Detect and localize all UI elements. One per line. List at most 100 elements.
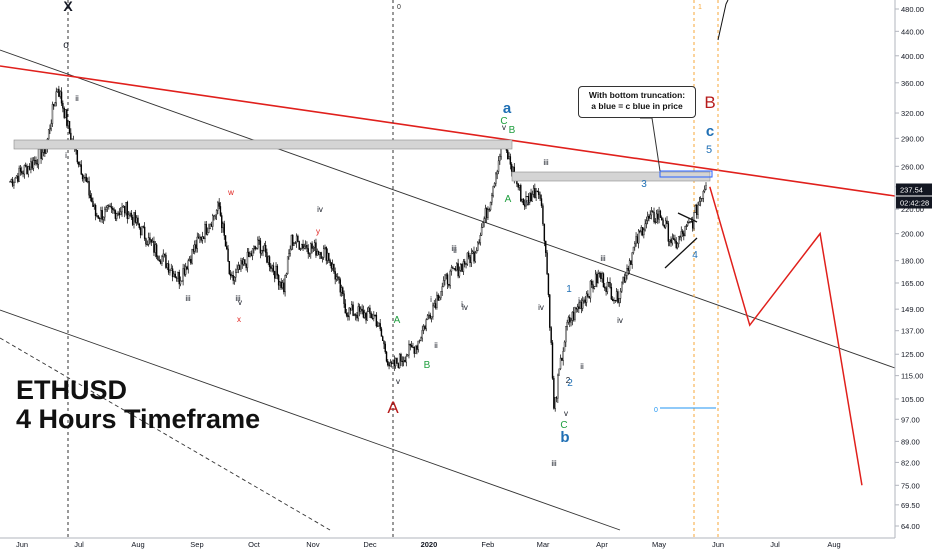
candle-body <box>366 311 369 321</box>
annotation-callout: With bottom truncation: a blue = c blue … <box>578 86 696 118</box>
candle-body <box>66 109 68 126</box>
candle-body <box>695 205 698 215</box>
candle-body <box>433 303 435 307</box>
candle-body <box>396 358 398 364</box>
candle-body <box>67 120 69 126</box>
candle-body <box>206 232 209 235</box>
candle-body <box>591 280 593 285</box>
candle-body <box>667 223 670 242</box>
candle-body <box>452 267 454 269</box>
candle-body <box>337 276 339 278</box>
candle-body <box>280 281 282 288</box>
candle-body <box>444 274 446 281</box>
candle-body <box>237 265 240 270</box>
candle-body <box>116 213 118 219</box>
candle-body <box>532 188 535 195</box>
candle-body <box>371 317 374 319</box>
candle-body <box>440 291 442 298</box>
candle-body <box>345 312 348 316</box>
candle-body <box>650 211 653 216</box>
candle-body <box>253 246 255 249</box>
candle-body <box>232 275 234 281</box>
candle-body <box>430 316 433 319</box>
candle-body <box>465 263 467 265</box>
candle-body <box>229 273 232 277</box>
candle-body <box>535 190 537 198</box>
candle-body <box>224 235 227 247</box>
candle-body <box>551 342 554 379</box>
candle-body <box>615 291 618 301</box>
candle-body <box>270 266 272 269</box>
candle-body <box>125 202 127 214</box>
candle-body <box>703 188 706 192</box>
y-tick-label: 290.00 <box>901 134 924 143</box>
candle-body <box>482 222 484 228</box>
candle-body <box>222 223 224 229</box>
candle-body <box>208 228 210 233</box>
x-tick-label: Aug <box>827 540 840 549</box>
y-tick-label: 75.00 <box>901 481 920 490</box>
candle-body <box>195 244 197 249</box>
candle-body <box>512 166 514 172</box>
candle-body <box>348 307 350 318</box>
candle-body <box>394 358 397 367</box>
wave-label-green: A <box>394 315 401 326</box>
candle-body <box>181 280 183 282</box>
candle-body <box>51 104 54 124</box>
candle-body <box>283 282 285 293</box>
candle-body <box>249 253 251 257</box>
candle-body <box>149 237 151 240</box>
candle-body <box>58 88 60 97</box>
candle-body <box>454 268 457 271</box>
candle-body <box>139 227 142 236</box>
candle-body <box>330 262 333 269</box>
candle-body <box>621 281 623 292</box>
candle-body <box>460 264 462 271</box>
wave-label-red: x <box>237 315 241 324</box>
candle-body <box>178 272 180 285</box>
candle-body <box>365 312 367 321</box>
candle-body <box>129 212 131 216</box>
candle-body <box>410 345 413 348</box>
candle-body <box>392 359 394 365</box>
wave-label-black: X <box>63 0 73 14</box>
candle-body <box>416 345 418 350</box>
fib-label: 0 <box>654 407 658 414</box>
candle-body <box>405 355 408 363</box>
candle-body <box>227 248 229 262</box>
candle-body <box>597 273 599 284</box>
candle-body <box>527 196 530 203</box>
candle-body <box>562 351 564 361</box>
candle-body <box>96 215 98 217</box>
candle-body <box>311 243 313 249</box>
candle-body <box>545 240 547 253</box>
candle-body <box>188 259 191 261</box>
candle-body <box>306 244 308 249</box>
candle-body <box>339 279 341 293</box>
wave-label-blue: 4 <box>692 250 698 261</box>
candle-body <box>353 314 356 316</box>
candle-body <box>655 213 658 223</box>
candle-body <box>536 190 539 192</box>
candle-body <box>421 330 423 339</box>
candle-body <box>579 301 581 309</box>
candle-body <box>456 263 458 271</box>
candle-body <box>438 297 441 301</box>
candle-body <box>13 182 15 186</box>
candle-body <box>85 176 88 183</box>
candle-body <box>662 219 664 226</box>
candle-body <box>698 201 701 206</box>
candle-body <box>497 160 500 172</box>
candle-body <box>331 263 334 269</box>
candle-body <box>613 299 615 302</box>
candle-body <box>517 183 519 188</box>
candle-body <box>275 265 277 279</box>
candle-body <box>576 306 579 310</box>
candle-body <box>143 226 146 239</box>
candle-body <box>602 273 605 288</box>
candle-body <box>226 246 228 250</box>
candle-body <box>154 244 156 253</box>
candle-body <box>342 287 344 294</box>
candle-body <box>106 205 109 208</box>
candle-body <box>36 163 38 165</box>
